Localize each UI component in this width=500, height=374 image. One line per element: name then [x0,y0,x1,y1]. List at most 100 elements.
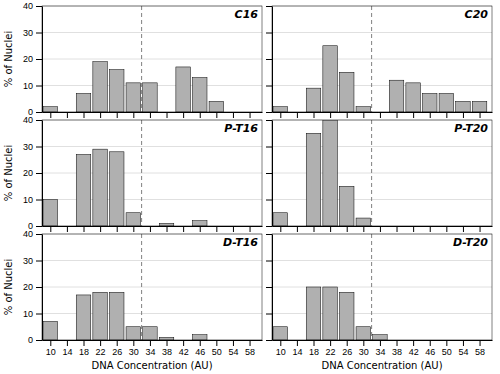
x-tick-mark [100,340,101,346]
grid-line [272,173,492,174]
x-tick-mark [216,226,217,232]
y-tick: 30 [23,28,42,38]
x-tick-mark [50,112,51,118]
x-tick: 54 [228,340,238,357]
y-tick-mark [266,287,272,288]
x-tick-label: 46 [195,347,205,357]
x-tick: 14 [292,340,302,357]
x-tick-label: 34 [375,347,385,357]
x-tick [314,112,315,118]
y-tick-mark [266,234,272,235]
y-tick-label: 30 [23,142,33,152]
x-tick-mark [200,112,201,118]
x-tick: 26 [342,340,352,357]
x-tick-mark [363,340,364,346]
y-tick-mark [266,314,272,315]
y-tick-mark [36,173,42,174]
plot-frame [272,6,492,112]
panel: 010203040C16% of Nuclei [3,1,263,118]
y-tick-label: 20 [23,282,33,292]
bar [159,337,174,340]
x-tick-label: 10 [46,347,56,357]
y-tick [266,86,272,87]
x-tick-mark [330,112,331,118]
x-tick-mark [363,112,364,118]
bar [126,213,141,226]
x-tick-label: 58 [245,347,255,357]
x-axis-line [273,112,493,113]
x-tick [250,112,251,118]
x-tick-mark [430,112,431,118]
grid [42,6,262,112]
x-tick: 42 [179,340,189,357]
y-tick [266,173,272,174]
x-tick-label: 50 [442,347,452,357]
y-tick [266,340,272,341]
panel-title: P-T20 [454,122,488,135]
grid-line [42,313,262,314]
x-tick-mark [380,112,381,118]
plot-area [43,120,207,226]
y-tick-mark [266,226,272,227]
y-tick: 40 [23,229,42,239]
y-tick-mark [36,287,42,288]
x-tick-mark [67,340,68,346]
x-tick [67,226,68,232]
x-tick-mark [480,340,481,346]
x-tick-mark [380,340,381,346]
x-tick [133,112,134,118]
x-tick [397,112,398,118]
x-tick-label: 18 [309,347,319,357]
x-tick [50,226,51,232]
y-tick: 10 [23,309,42,319]
y-tick-mark [36,147,42,148]
x-tick [150,112,151,118]
x-tick: 22 [96,340,106,357]
grid-line [42,287,262,288]
bar [109,152,124,226]
x-tick: 14 [62,340,72,357]
x-tick-mark [330,226,331,232]
plot-area [43,234,207,340]
x-tick-label: 30 [129,347,139,357]
bar [93,62,108,112]
grid-line [272,313,492,314]
bar [323,46,338,112]
x-tick: 26 [112,340,122,357]
panel: 10141822263034384246505458010203040D-T16… [3,229,263,371]
bar [306,287,321,340]
y-axis-line [42,235,43,341]
y-tick-mark [36,200,42,201]
x-tick-mark [413,226,414,232]
bar [356,107,371,112]
x-tick [446,112,447,118]
x-tick [150,226,151,232]
grid-line [42,199,262,200]
y-tick [266,261,272,262]
x-tick [67,112,68,118]
y-tick [266,147,272,148]
x-tick [430,226,431,232]
plot-area [273,120,372,226]
grid-line [42,59,262,60]
x-axis-line [43,112,263,113]
x-tick-label: 26 [342,347,352,357]
panel: 10141822263034384246505458D-T20DNA Conce… [266,234,493,371]
x-tick-mark [430,226,431,232]
x-axis-line [43,340,263,341]
y-tick: 20 [23,54,42,64]
bar [406,83,421,112]
y-tick-mark [266,33,272,34]
y-tick-mark [36,314,42,315]
grid [42,234,262,340]
y-tick-label: 40 [23,115,33,125]
x-axis [273,112,493,118]
x-tick-label: 58 [475,347,485,357]
y-axis-line [272,7,273,113]
y-tick [266,6,272,7]
grid-line [272,32,492,33]
bar [273,107,288,112]
x-tick [133,226,134,232]
plot-area [273,234,387,340]
bar [456,101,471,112]
